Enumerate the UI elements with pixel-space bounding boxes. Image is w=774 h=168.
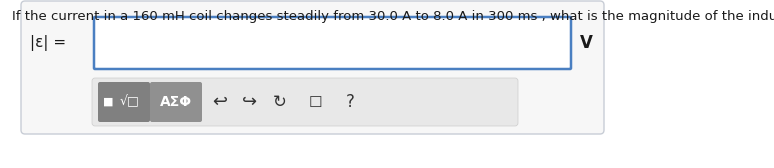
Text: √□: √□: [120, 95, 140, 109]
FancyBboxPatch shape: [92, 78, 518, 126]
FancyBboxPatch shape: [94, 17, 571, 69]
Text: ↪: ↪: [242, 93, 258, 111]
Text: If the current in a 160 mH coil changes steadily from 30.0 A to 8.0 A in 300 ms : If the current in a 160 mH coil changes …: [12, 10, 774, 23]
Text: V: V: [580, 34, 593, 52]
FancyBboxPatch shape: [98, 82, 150, 122]
FancyBboxPatch shape: [150, 82, 202, 122]
Text: ?: ?: [345, 93, 354, 111]
FancyBboxPatch shape: [21, 1, 604, 134]
Text: ↻: ↻: [273, 93, 287, 111]
Text: ■: ■: [103, 97, 113, 107]
Text: ↩: ↩: [212, 93, 228, 111]
Text: |ε| =: |ε| =: [30, 35, 66, 51]
Text: ☐: ☐: [308, 94, 322, 110]
Text: ΑΣΦ: ΑΣΦ: [160, 95, 192, 109]
